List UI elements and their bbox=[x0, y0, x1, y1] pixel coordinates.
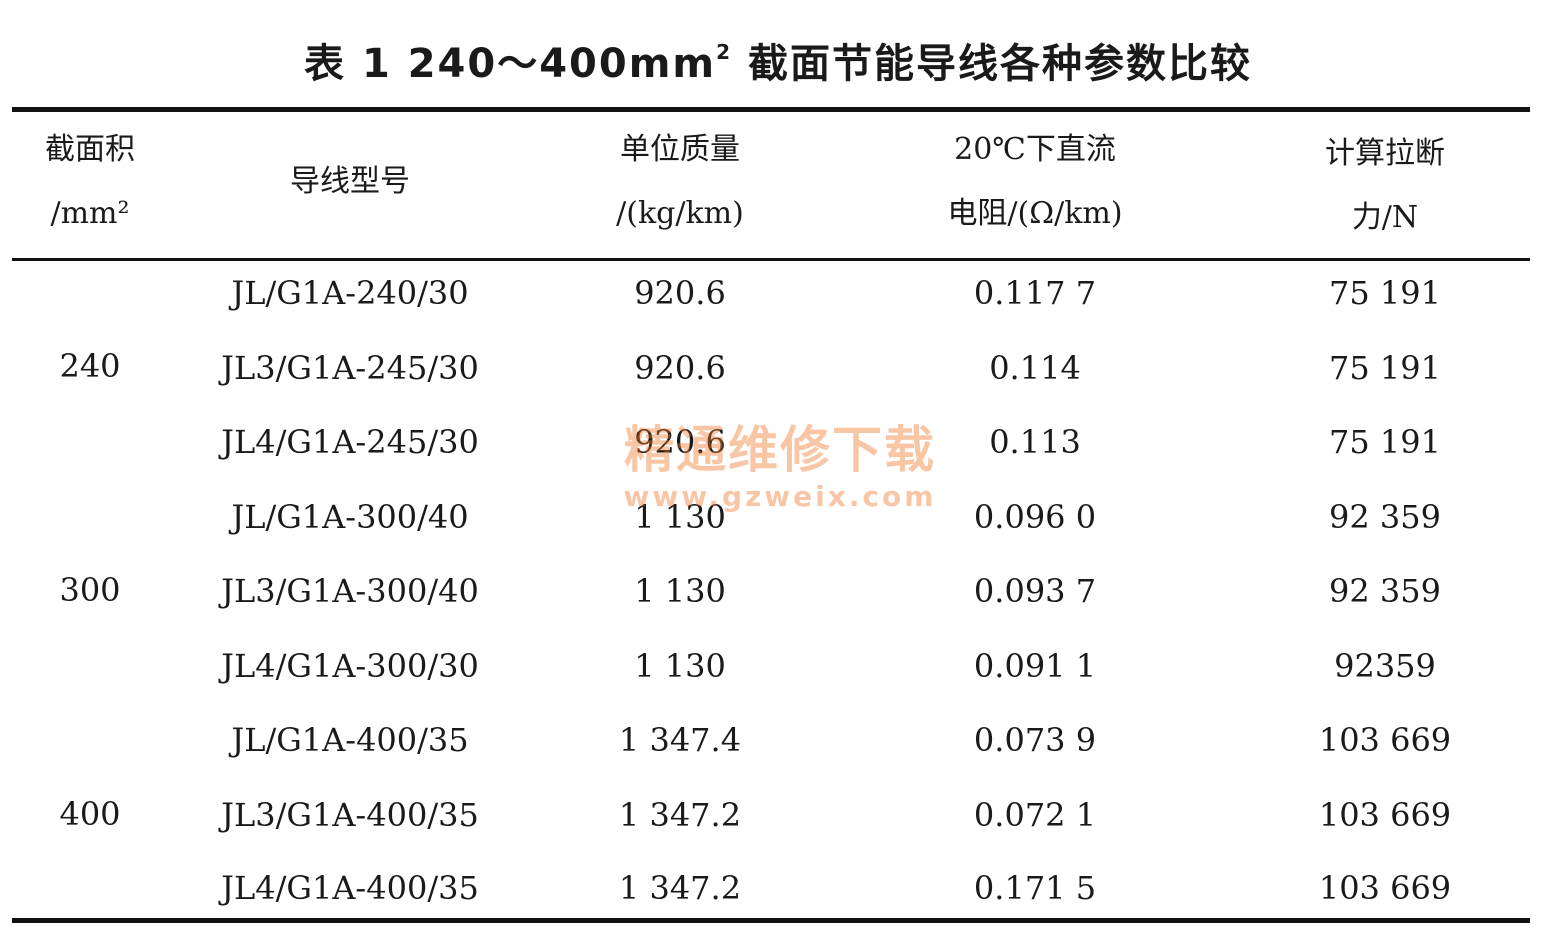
header-model-line1: 导线型号 bbox=[290, 164, 410, 199]
model-cell: JL/G1A-400/35 bbox=[231, 721, 469, 759]
breaking-cell: 92 359 bbox=[1329, 572, 1441, 610]
header-resistance: 20℃下直流 电阻/(Ω/km) bbox=[880, 118, 1190, 246]
breaking-cell: 75 191 bbox=[1329, 423, 1441, 461]
table-bottom-rule bbox=[12, 918, 1530, 923]
breaking-cell: 75 191 bbox=[1329, 349, 1441, 387]
breaking-cell: 103 669 bbox=[1318, 869, 1452, 907]
group-area-cell: 300 bbox=[59, 571, 121, 609]
header-mass: 单位质量 /(kg/km) bbox=[530, 118, 830, 246]
header-mass-line2: /(kg/km) bbox=[616, 196, 744, 231]
model-cell: JL4/G1A-400/35 bbox=[221, 869, 479, 907]
resistance-cell: 0.096 0 bbox=[973, 498, 1097, 536]
title-superscript: 2 bbox=[716, 40, 733, 64]
title-suffix: 截面节能导线各种参数比较 bbox=[732, 41, 1252, 87]
breaking-cell: 103 669 bbox=[1318, 721, 1452, 759]
model-cell: JL4/G1A-245/30 bbox=[221, 423, 479, 461]
header-area-line2: /mm² bbox=[50, 196, 130, 231]
resistance-cell: 0.117 7 bbox=[973, 274, 1097, 312]
group-area-cell: 240 bbox=[59, 347, 121, 385]
model-cell: JL/G1A-240/30 bbox=[231, 274, 469, 312]
resistance-cell: 0.171 5 bbox=[973, 869, 1097, 907]
header-breaking: 计算拉断 力/N bbox=[1240, 122, 1530, 250]
mass-cell: 920.6 bbox=[634, 423, 726, 461]
mass-cell: 1 347.2 bbox=[618, 869, 742, 907]
breaking-cell: 75 191 bbox=[1329, 274, 1441, 312]
model-cell: JL3/G1A-400/35 bbox=[221, 796, 479, 834]
model-cell: JL4/G1A-300/30 bbox=[221, 647, 479, 685]
header-area-line1: 截面积 bbox=[45, 132, 135, 167]
resistance-cell: 0.072 1 bbox=[973, 796, 1097, 834]
header-resistance-line2: 电阻/(Ω/km) bbox=[947, 196, 1123, 231]
model-cell: JL/G1A-300/40 bbox=[231, 498, 469, 536]
mass-cell: 920.6 bbox=[634, 274, 726, 312]
model-cell: JL3/G1A-300/40 bbox=[221, 572, 479, 610]
header-breaking-line1: 计算拉断 bbox=[1325, 136, 1445, 171]
mass-cell: 1 347.2 bbox=[618, 796, 742, 834]
resistance-cell: 0.093 7 bbox=[973, 572, 1097, 610]
breaking-cell: 92 359 bbox=[1329, 498, 1441, 536]
model-cell: JL3/G1A-245/30 bbox=[221, 349, 479, 387]
page-title: 表 1 240～400mm2 截面节能导线各种参数比较 bbox=[0, 22, 1556, 94]
breaking-cell: 103 669 bbox=[1318, 796, 1452, 834]
resistance-cell: 0.113 bbox=[989, 423, 1081, 461]
table-top-rule bbox=[12, 107, 1530, 112]
group-area-cell: 400 bbox=[59, 795, 121, 833]
resistance-cell: 0.091 1 bbox=[973, 647, 1097, 685]
mass-cell: 1 130 bbox=[634, 498, 726, 536]
resistance-cell: 0.073 9 bbox=[973, 721, 1097, 759]
mass-cell: 1 130 bbox=[634, 647, 726, 685]
table-header-rule bbox=[12, 258, 1530, 261]
header-resistance-line1: 20℃下直流 bbox=[954, 132, 1116, 167]
mass-cell: 1 130 bbox=[634, 572, 726, 610]
header-mass-line1: 单位质量 bbox=[620, 132, 740, 167]
breaking-cell: 92359 bbox=[1334, 647, 1436, 685]
header-breaking-line2: 力/N bbox=[1351, 200, 1419, 235]
title-prefix: 表 1 240～400mm bbox=[304, 41, 717, 87]
header-model: 导线型号 bbox=[180, 150, 520, 214]
mass-cell: 1 347.4 bbox=[618, 721, 742, 759]
mass-cell: 920.6 bbox=[634, 349, 726, 387]
header-area: 截面积 /mm² bbox=[20, 118, 160, 246]
resistance-cell: 0.114 bbox=[989, 349, 1081, 387]
